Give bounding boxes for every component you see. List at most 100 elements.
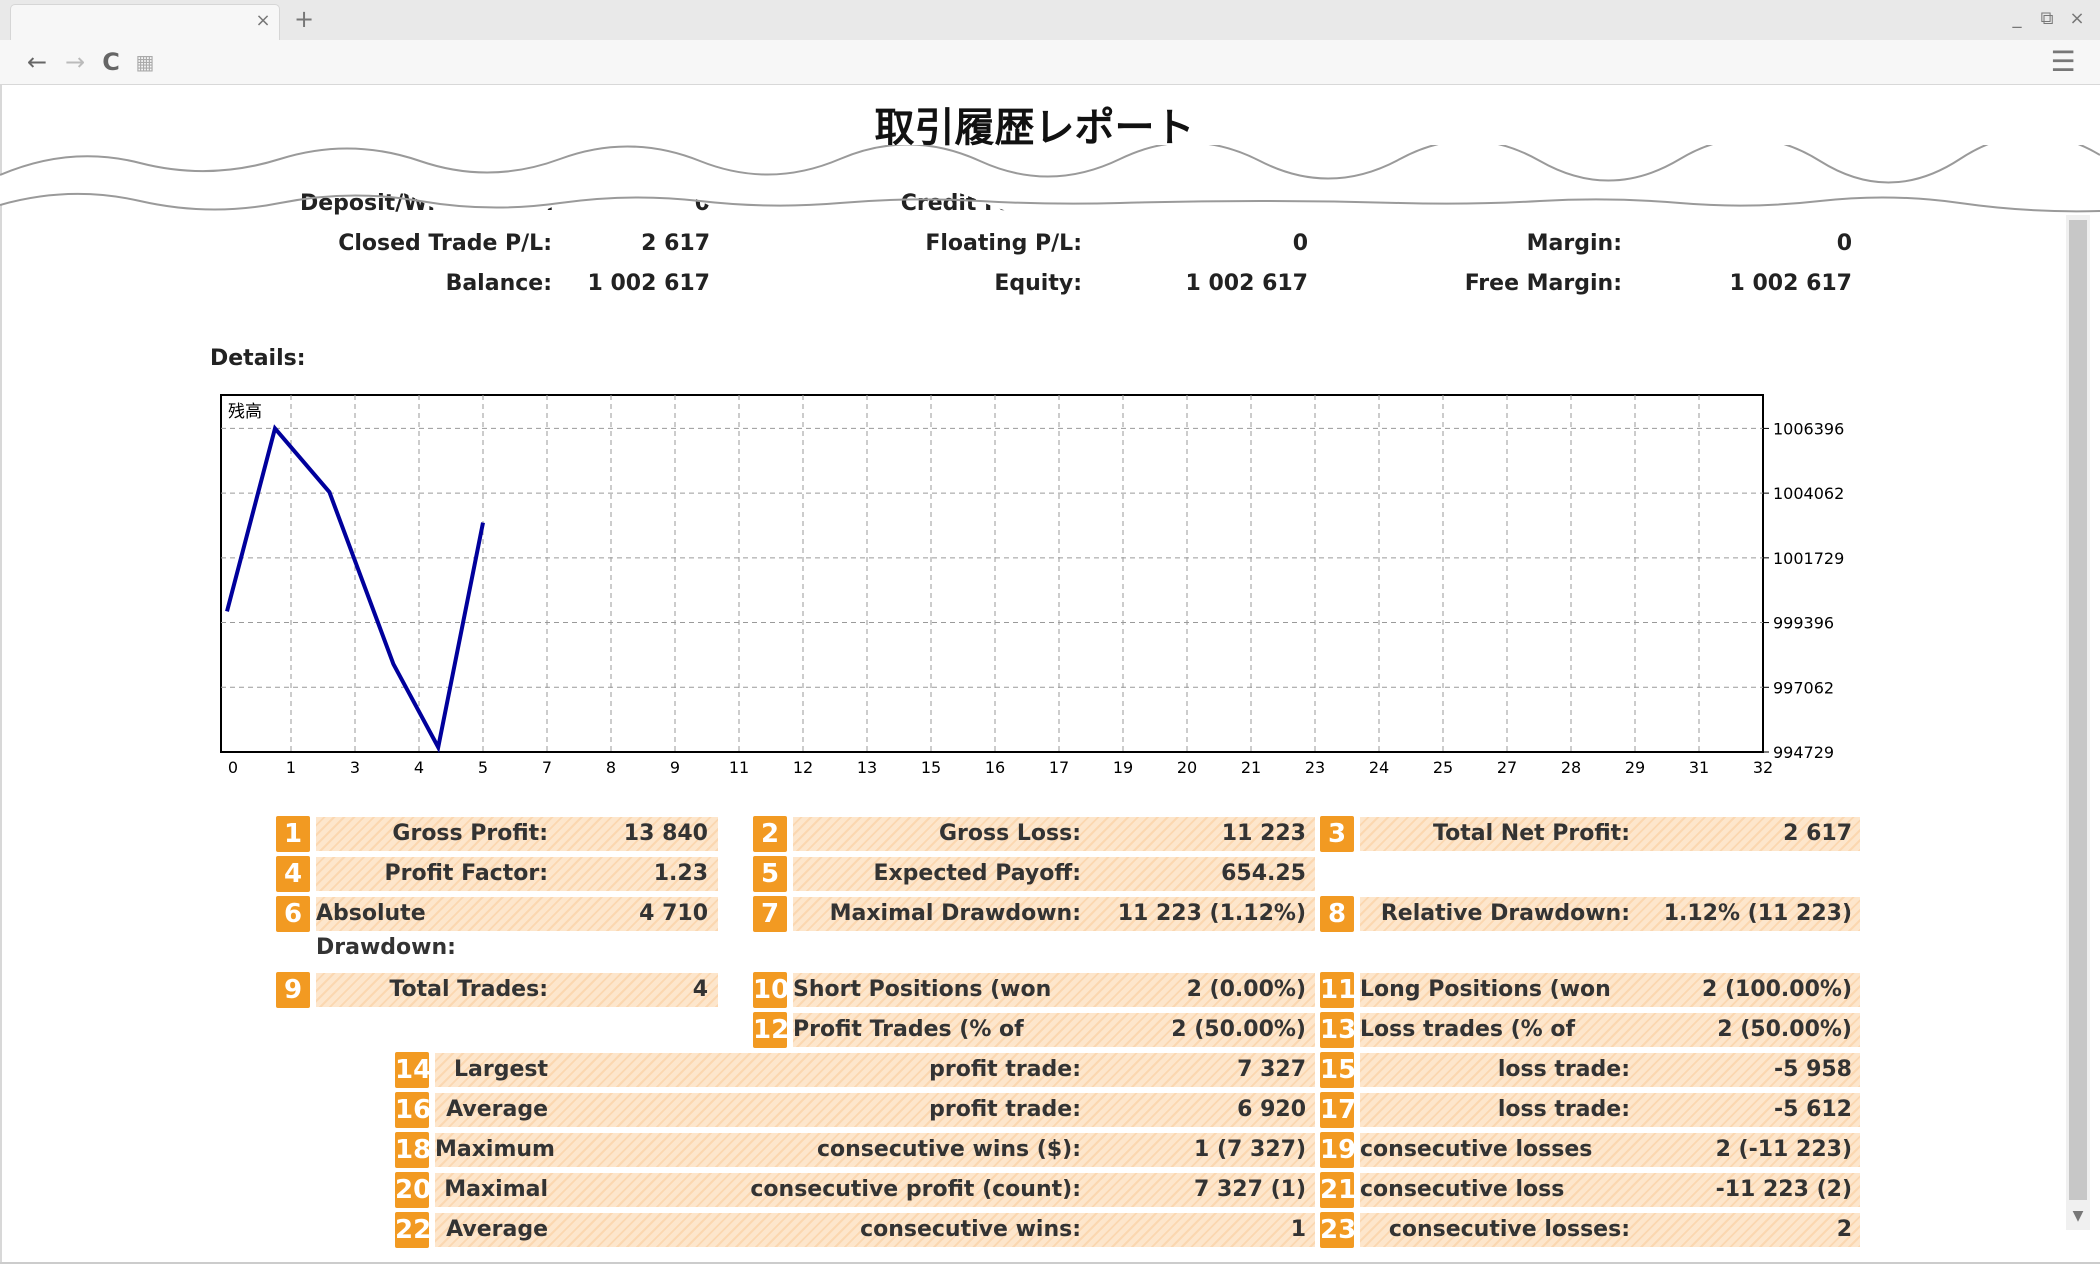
stat-label: consecutive wins ($): <box>816 1137 1081 1162</box>
stat-row: consecutive losses ($):2 (-11 223) <box>1360 1133 1860 1196</box>
stat-row: Average consecutive wins: 1 <box>435 1213 1315 1247</box>
stat-label: Absolute Drawdown: <box>316 901 456 960</box>
stat-value: 2 (100.00%) <box>1701 977 1852 1002</box>
stat-value: -5 958 <box>1773 1057 1852 1082</box>
stat-row: Maximal consecutive profit (count): 7 327 … <box>435 1173 1315 1207</box>
stat-row: consecutive loss (count):-11 223 (2) <box>1360 1173 1860 1236</box>
stat-label: Maximal Drawdown: <box>829 901 1081 926</box>
stat-group-label: Average <box>446 1097 548 1122</box>
stat-value: -5 612 <box>1773 1097 1852 1122</box>
stat-group-label: Largest <box>454 1057 548 1082</box>
floating-pl-label: Floating P/L: <box>925 231 1082 256</box>
stat-label: Relative Drawdown: <box>1380 901 1630 926</box>
equity-label: Equity: <box>994 271 1082 296</box>
new-tab-button[interactable]: + <box>293 5 315 33</box>
menu-icon[interactable]: ☰ <box>2050 45 2076 78</box>
stat-row: Average profit trade: 6 920 <box>435 1093 1315 1127</box>
stat-row: Maximum consecutive wins ($): 1 (7 327) <box>435 1133 1315 1167</box>
stat-label: Total Trades: <box>389 977 548 1002</box>
torn-edge-divider <box>0 145 2100 224</box>
stat-row: Profit Trades (% of total):2 (50.00%) <box>793 1013 1315 1076</box>
stat-row: Loss trades (% of total):2 (50.00%) <box>1360 1013 1860 1076</box>
stat-number-badge: 15 <box>1320 1052 1356 1088</box>
floating-pl-value: 0 <box>1292 231 1308 256</box>
stat-value: 2 (0.00%) <box>1186 977 1306 1002</box>
stat-value: 1 (7 327) <box>1194 1137 1306 1162</box>
back-arrow-icon[interactable]: ← <box>26 48 48 76</box>
stat-label: Gross Loss: <box>939 821 1081 846</box>
apps-grid-icon[interactable]: ▦ <box>135 50 155 74</box>
stat-number-badge: 10 <box>753 972 789 1008</box>
stat-value: 13 840 <box>623 821 708 846</box>
stat-row: Largest profit trade: 7 327 <box>435 1053 1315 1087</box>
balance-label: Balance: <box>445 271 552 296</box>
stat-number-badge: 12 <box>753 1012 789 1048</box>
stat-label: profit trade: <box>929 1057 1081 1082</box>
stat-number-badge: 3 <box>1320 816 1354 852</box>
stat-label: consecutive profit (count): <box>750 1177 1081 1202</box>
forward-arrow-icon[interactable]: → <box>64 48 86 76</box>
stat-value: 7 327 (1) <box>1194 1177 1306 1202</box>
stat-value: 1.23 <box>653 861 708 886</box>
stat-number-badge: 5 <box>753 856 787 892</box>
stat-number-badge: 23 <box>1320 1212 1356 1248</box>
stat-label: Profit Factor: <box>384 861 548 886</box>
stat-number-badge: 1 <box>276 816 310 852</box>
stat-value: 2 (50.00%) <box>1717 1017 1852 1042</box>
stat-value: 7 327 <box>1237 1057 1306 1082</box>
stat-row: Long Positions (won %): 2 (100.00%) <box>1360 973 1860 1036</box>
stat-value: 1.12% (11 223) <box>1663 901 1852 926</box>
stat-number-badge: 6 <box>276 896 310 932</box>
margin-value: 0 <box>1836 231 1852 256</box>
stat-number-badge: 8 <box>1320 896 1354 932</box>
stat-label: Long Positions (won %): <box>1360 977 1611 1036</box>
stat-value: 2 (50.00%) <box>1171 1017 1306 1042</box>
stat-group-label: Maximum <box>435 1137 555 1162</box>
browser-toolbar: ← → C ▦ ☰ <box>0 40 2100 85</box>
stat-value: 2 617 <box>1783 821 1852 846</box>
stat-value: 6 920 <box>1237 1097 1306 1122</box>
stat-number-badge: 2 <box>753 816 787 852</box>
scroll-down-arrow-icon[interactable]: ▼ <box>2072 1208 2084 1224</box>
stat-row: Total Net Profit: 2 617 <box>1360 817 1860 851</box>
stat-label: Gross Profit: <box>392 821 548 846</box>
tab-close-icon[interactable]: × <box>255 10 271 31</box>
free-margin-label: Free Margin: <box>1464 271 1622 296</box>
stat-number-badge: 14 <box>395 1052 431 1088</box>
restore-icon[interactable]: ⧉ <box>2040 8 2054 29</box>
stat-group-label: Average <box>446 1217 548 1242</box>
stat-value: 1 <box>1290 1217 1306 1242</box>
details-heading: Details: <box>210 346 306 371</box>
browser-tab[interactable]: × <box>10 4 280 41</box>
stat-row: loss trade: -5 612 <box>1360 1093 1860 1127</box>
stat-value: 11 223 (1.12%) <box>1117 901 1306 926</box>
report-page: 取引履歴レポート <box>0 85 2067 1264</box>
stat-row: Gross Profit: 13 840 <box>316 817 718 851</box>
free-margin-value: 1 002 617 <box>1729 271 1852 296</box>
close-window-icon[interactable]: × <box>2069 8 2085 29</box>
stat-group-label: Maximal <box>444 1177 548 1202</box>
stat-value: 4 710 <box>639 901 708 926</box>
stat-label: Total Net Profit: <box>1433 821 1630 846</box>
stat-value: 2 <box>1836 1217 1852 1242</box>
window-bottom-border <box>0 1262 2100 1264</box>
stat-value: 11 223 <box>1221 821 1306 846</box>
stat-label: consecutive losses: <box>1388 1217 1630 1242</box>
tab-bar: × + _ ⧉ × <box>0 0 2100 41</box>
balance-value: 1 002 617 <box>587 271 710 296</box>
stat-row: Relative Drawdown: 1.12% (11 223) <box>1360 897 1860 931</box>
minimize-icon[interactable]: _ <box>2012 8 2022 29</box>
stat-value: 4 <box>692 977 708 1002</box>
equity-value: 1 002 617 <box>1185 271 1308 296</box>
stat-number-badge: 20 <box>395 1172 431 1208</box>
stat-value: -11 223 (2) <box>1715 1177 1852 1202</box>
reload-icon[interactable]: C <box>102 48 120 76</box>
stat-row: Maximal Drawdown: 11 223 (1.12%) <box>793 897 1315 931</box>
scrollbar-thumb[interactable] <box>2069 220 2087 1200</box>
stat-row: consecutive losses: 2 <box>1360 1213 1860 1247</box>
stat-number-badge: 9 <box>276 972 310 1008</box>
stat-number-badge: 16 <box>395 1092 431 1128</box>
stat-number-badge: 4 <box>276 856 310 892</box>
stat-label: loss trade: <box>1497 1097 1630 1122</box>
